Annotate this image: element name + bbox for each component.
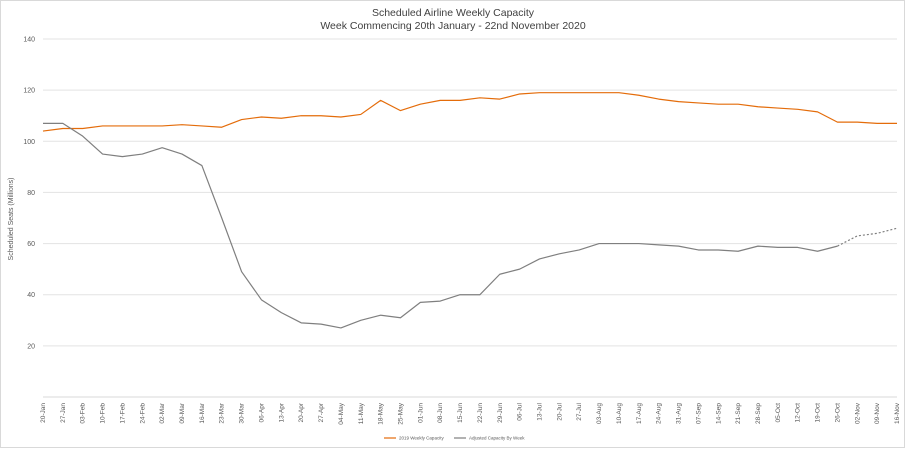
x-tick-label: 26-Oct bbox=[834, 403, 841, 423]
x-tick-label: 30-Mar bbox=[239, 402, 246, 423]
series-line-adjusted-capacity-by-week-projected bbox=[837, 227, 898, 247]
x-tick-label: 17-Aug bbox=[636, 403, 643, 424]
x-tick-label: 10-Feb bbox=[100, 403, 107, 424]
y-axis-ticks: 20 40 60 80 100 120 140 bbox=[23, 37, 35, 351]
y-tick-label: 60 bbox=[27, 241, 35, 248]
x-tick-label: 20-Apr bbox=[298, 402, 305, 422]
x-tick-label: 24-Aug bbox=[656, 403, 663, 424]
y-tick-label: 80 bbox=[27, 190, 35, 197]
x-tick-label: 03-Aug bbox=[596, 403, 603, 424]
y-axis-label: Scheduled Seats (Millions) bbox=[8, 178, 15, 261]
x-tick-label: 17-Feb bbox=[119, 403, 126, 424]
x-tick-label: 22-Jun bbox=[477, 403, 484, 423]
x-tick-label: 09-Nov bbox=[874, 402, 881, 424]
x-tick-label: 01-Jun bbox=[417, 403, 424, 423]
legend-label: Adjusted Capacity By Week bbox=[469, 436, 525, 441]
x-tick-label: 24-Feb bbox=[139, 403, 146, 424]
x-tick-label: 19-Oct bbox=[815, 403, 822, 423]
gridlines bbox=[43, 38, 897, 398]
y-tick-label: 120 bbox=[23, 88, 35, 95]
x-tick-label: 20-Jan bbox=[40, 403, 47, 423]
x-tick-label: 05-Oct bbox=[775, 403, 782, 423]
x-tick-label: 14-Sep bbox=[715, 403, 722, 424]
y-tick-label: 100 bbox=[23, 139, 35, 146]
x-tick-label: 02-Nov bbox=[854, 402, 861, 424]
x-tick-label: 11-May bbox=[358, 402, 365, 424]
x-tick-label: 27-Apr bbox=[318, 402, 325, 422]
x-tick-label: 16-Nov bbox=[894, 402, 901, 424]
x-tick-label: 27-Jul bbox=[576, 402, 583, 420]
x-tick-label: 18-May bbox=[378, 402, 385, 424]
x-tick-label: 23-Mar bbox=[219, 402, 226, 423]
x-tick-label: 02-Mar bbox=[159, 402, 166, 423]
x-tick-label: 20-Jul bbox=[556, 402, 563, 420]
y-tick-label: 40 bbox=[27, 292, 35, 299]
legend: 2019 Weekly Capacity Adjusted Capacity By… bbox=[384, 436, 525, 441]
series-lines bbox=[42, 92, 898, 329]
y-tick-label: 20 bbox=[27, 343, 35, 350]
x-tick-label: 13-Jul bbox=[537, 402, 544, 420]
x-tick-label: 08-Jun bbox=[437, 403, 444, 423]
x-tick-label: 07-Sep bbox=[695, 403, 702, 424]
x-tick-label: 21-Sep bbox=[735, 403, 742, 424]
series-line-2019-weekly-capacity bbox=[42, 92, 897, 132]
x-tick-label: 04-May bbox=[338, 402, 345, 424]
legend-label: 2019 Weekly Capacity bbox=[399, 436, 444, 441]
x-tick-label: 10-Aug bbox=[616, 403, 623, 424]
series-line-adjusted-capacity-by-week bbox=[43, 122, 838, 329]
x-tick-label: 13-Apr bbox=[278, 402, 285, 422]
x-tick-label: 06-Jul bbox=[517, 402, 524, 420]
x-tick-label: 06-Apr bbox=[258, 402, 265, 422]
chart-title: Scheduled Airline Weekly Capacity bbox=[372, 7, 535, 19]
x-tick-label: 25-May bbox=[397, 402, 404, 424]
x-tick-label: 27-Jan bbox=[60, 403, 67, 423]
x-tick-label: 28-Sep bbox=[755, 403, 762, 424]
x-tick-label: 12-Oct bbox=[795, 403, 802, 423]
chart-subtitle: Week Commencing 20th January - 22nd Nove… bbox=[320, 20, 586, 32]
y-tick-label: 140 bbox=[23, 37, 35, 44]
x-tick-label: 29-Jun bbox=[497, 403, 504, 423]
x-tick-label: 09-Mar bbox=[179, 402, 186, 423]
x-tick-label: 16-Mar bbox=[199, 402, 206, 423]
x-tick-label: 31-Aug bbox=[676, 403, 683, 424]
x-tick-label: 03-Feb bbox=[80, 403, 87, 424]
x-axis-ticks: 20-Jan 27-Jan 03-Feb 10-Feb 17-Feb 24-Feb 02-M… bbox=[40, 402, 901, 425]
x-tick-label: 15-Jun bbox=[457, 403, 464, 423]
